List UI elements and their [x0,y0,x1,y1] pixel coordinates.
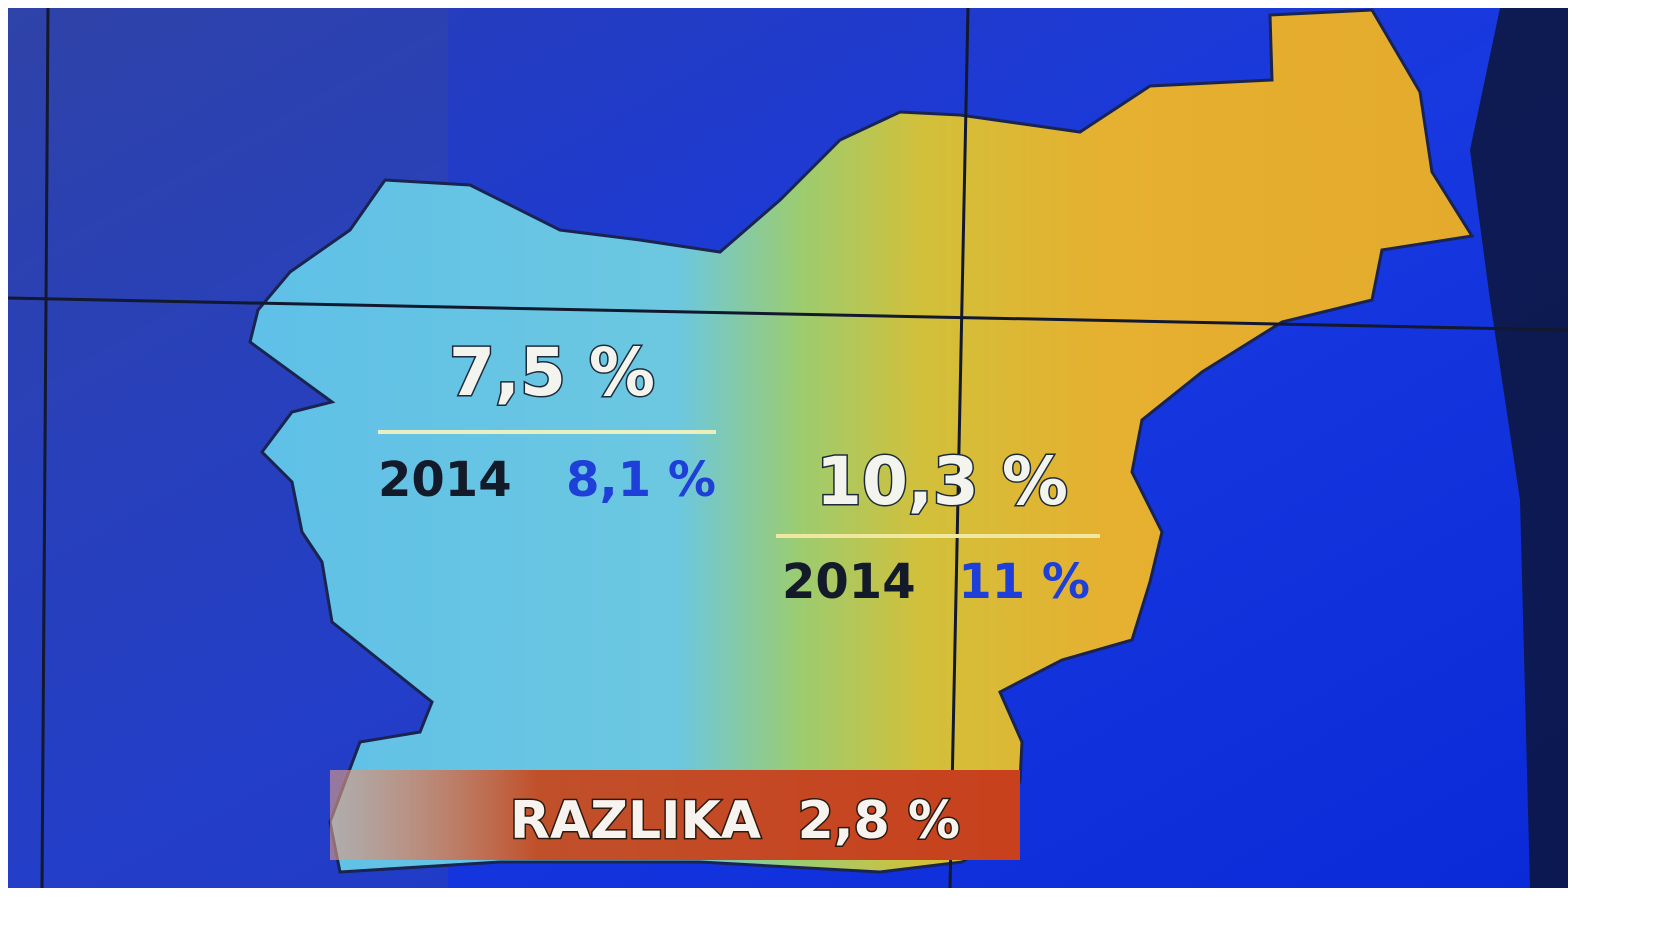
region-year: 2014 [782,554,916,610]
screen: 7,5 % 2014 8,1 % 10,3 % 2014 11 % RAZLIK… [0,0,1663,943]
footer-value: 2,8 % [798,791,960,851]
region-previous: 8,1 % [566,452,716,508]
footer-label: RAZLIKA [510,791,761,851]
region-previous: 11 % [958,554,1090,610]
region-year: 2014 [378,452,512,508]
region-value: 10,3 % [816,443,1068,520]
region-value: 7,5 % [449,334,655,411]
